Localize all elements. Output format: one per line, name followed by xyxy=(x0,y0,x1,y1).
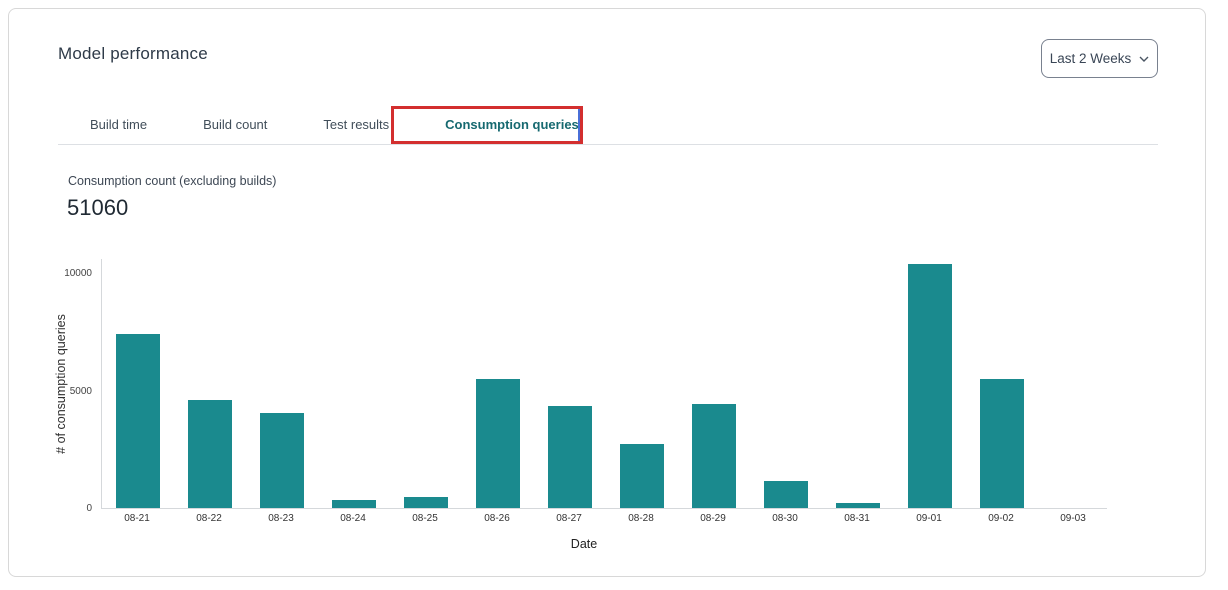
y-tick-label: 0 xyxy=(86,503,92,514)
chart-bar-08-21[interactable] xyxy=(116,334,160,508)
x-tick-label: 08-24 xyxy=(340,513,366,524)
x-tick-label: 08-29 xyxy=(700,513,726,524)
x-axis-ticks: 08-21 08-22 08-23 08-24 08-25 08-26 08-27 08-28… xyxy=(101,513,1107,527)
x-tick-label: 09-03 xyxy=(1060,513,1086,524)
tab-consumption-queries[interactable]: Consumption queries xyxy=(445,117,579,132)
tab-divider xyxy=(58,144,1158,145)
chart-bar-09-01[interactable] xyxy=(908,264,952,508)
chart-bar-08-26[interactable] xyxy=(476,379,520,508)
chart-bar-08-31[interactable] xyxy=(836,503,880,508)
metric-value: 51060 xyxy=(67,195,129,220)
x-tick-label: 08-28 xyxy=(628,513,654,524)
chart-bar-08-27[interactable] xyxy=(548,406,592,508)
chart-bar-08-22[interactable] xyxy=(188,400,232,508)
chart-bar-08-30[interactable] xyxy=(764,481,808,508)
x-tick-label: 08-27 xyxy=(556,513,582,524)
tab-build-time[interactable]: Build time xyxy=(90,117,148,132)
chart-bar-09-02[interactable] xyxy=(980,379,1024,508)
x-tick-label: 08-22 xyxy=(196,513,222,524)
chart-bar-08-28[interactable] xyxy=(620,444,664,508)
y-tick-label: 5000 xyxy=(69,385,92,397)
date-range-value: Last 2 Weeks xyxy=(1049,51,1132,66)
y-axis-ticks: 0 5000 10000 xyxy=(45,259,97,514)
chart-bar-08-23[interactable] xyxy=(260,413,304,508)
chevron-down-icon xyxy=(1139,56,1149,62)
x-axis-title: Date xyxy=(570,537,598,551)
x-tick-label: 09-02 xyxy=(988,513,1014,524)
chart-bar-08-29[interactable] xyxy=(692,404,736,508)
tab-build-count[interactable]: Build count xyxy=(203,117,268,132)
consumption-queries-chart: # of consumption queries 0 5000 10000 08-2… xyxy=(9,259,1207,569)
x-tick-label: 09-01 xyxy=(916,513,942,524)
model-performance-card: Model performance Last 2 Weeks Build tim… xyxy=(8,8,1206,577)
date-range-dropdown[interactable]: Last 2 Weeks xyxy=(1041,39,1158,78)
x-tick-label: 08-26 xyxy=(484,513,510,524)
chart-bar-08-25[interactable] xyxy=(404,497,448,508)
y-tick-label: 10000 xyxy=(64,268,92,279)
x-tick-label: 08-31 xyxy=(844,513,870,524)
x-tick-label: 08-23 xyxy=(268,513,294,524)
page-title: Model performance xyxy=(58,44,208,63)
x-tick-label: 08-21 xyxy=(124,513,150,524)
metric-label: Consumption count (excluding builds) xyxy=(68,174,277,188)
x-tick-label: 08-25 xyxy=(412,513,438,524)
tab-bar: Build time Build count Test results Cons… xyxy=(86,115,583,134)
chart-plot-area xyxy=(101,259,1107,509)
chart-bar-08-24[interactable] xyxy=(332,500,376,508)
tab-test-results[interactable]: Test results xyxy=(323,117,390,132)
x-tick-label: 08-30 xyxy=(772,513,798,524)
